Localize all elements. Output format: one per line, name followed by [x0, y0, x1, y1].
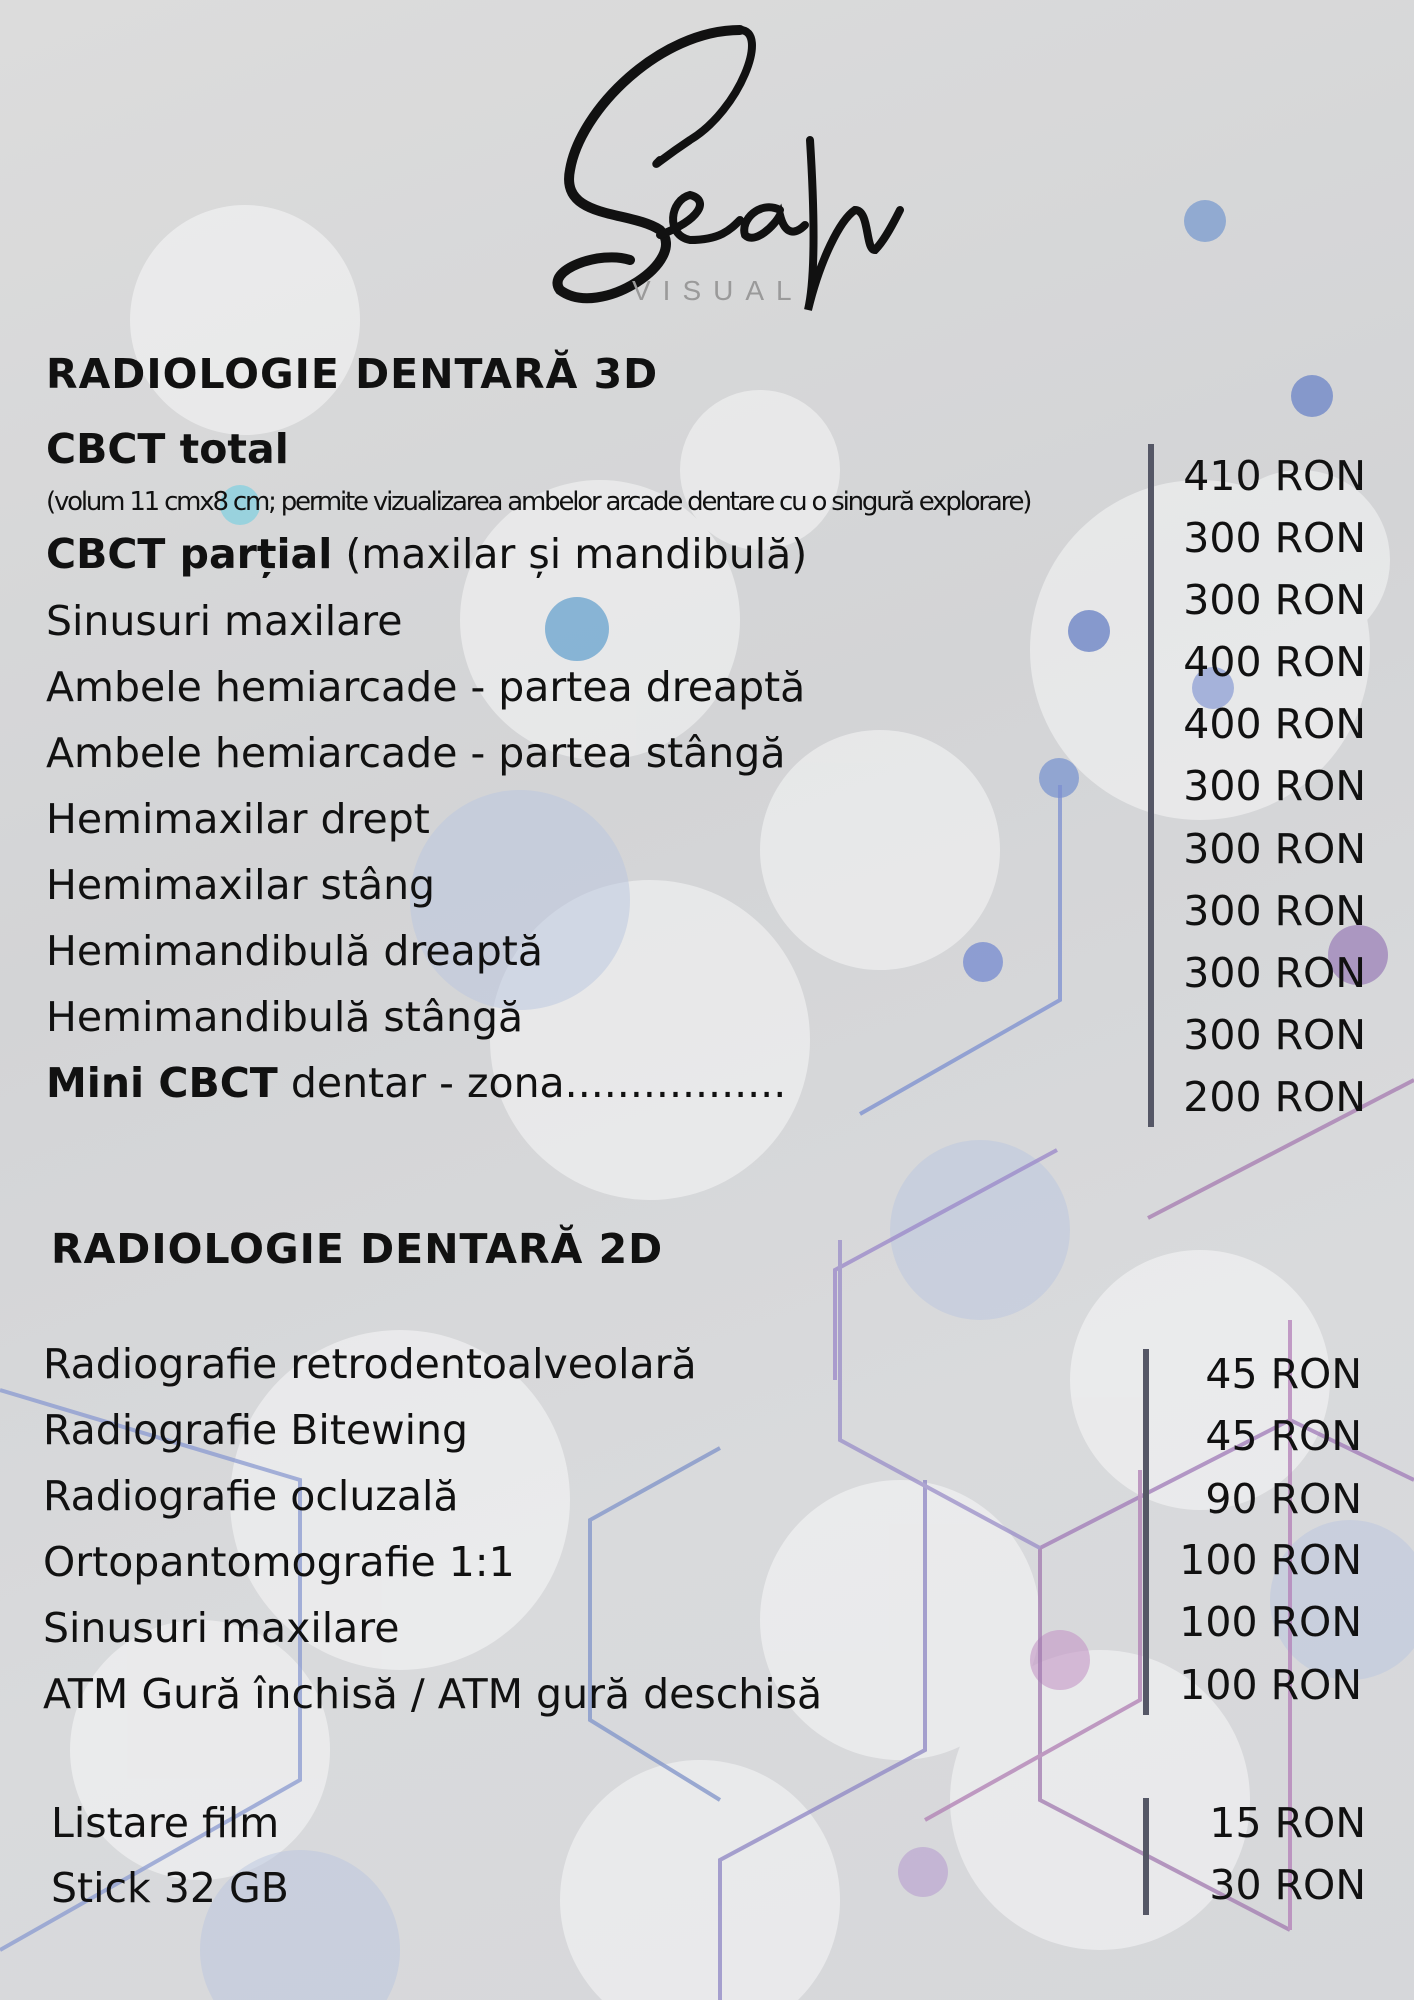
item-bold-label: CBCT parțial [46, 530, 333, 578]
price-item-label: Radiografie ocluzală [43, 1472, 459, 1520]
item-bold-label: CBCT total [46, 425, 289, 473]
price-value: 100 RON [1179, 1536, 1362, 1584]
price-value: 300 RON [1183, 514, 1366, 562]
price-value: 30 RON [1209, 1861, 1366, 1909]
price-value: 400 RON [1183, 700, 1366, 748]
price-value: 400 RON [1183, 638, 1366, 686]
price-value: 300 RON [1183, 887, 1366, 935]
item-label: (maxilar și mandibulă) [332, 530, 808, 578]
item-label: dentar - zona................. [277, 1059, 787, 1107]
price-item-label: CBCT total [46, 425, 289, 473]
price-value: 300 RON [1183, 825, 1366, 873]
logo-subtitle: VISUAL [632, 275, 804, 306]
price-value: 300 RON [1183, 949, 1366, 997]
price-item-label: Ortopantomografie 1:1 [43, 1538, 515, 1586]
section-3d-title: RADIOLOGIE DENTARĂ 3D [46, 350, 659, 398]
price-item-label: Hemimandibulă stângă [46, 993, 524, 1041]
price-item-label: Sinusuri maxilare [46, 597, 403, 645]
price-value: 45 RON [1205, 1412, 1362, 1460]
price-item-label: CBCT parțial (maxilar și mandibulă) [46, 530, 807, 578]
price-item-label: Ambele hemiarcade - partea stângă [46, 729, 786, 777]
price-item-label: Sinusuri maxilare [43, 1604, 400, 1652]
price-value: 300 RON [1183, 1011, 1366, 1059]
price-divider [1143, 1798, 1149, 1915]
price-value: 15 RON [1209, 1799, 1366, 1847]
price-item-label: Hemimandibulă dreaptă [46, 927, 543, 975]
logo-seah-visual [552, 25, 904, 311]
price-item-label: Radiografie Bitewing [43, 1406, 469, 1454]
price-item-label: Radiografie retrodentoalveolară [43, 1340, 697, 1388]
price-value: 90 RON [1205, 1475, 1362, 1523]
price-item-label: Mini CBCT dentar - zona................. [46, 1059, 786, 1107]
price-item-label: Ambele hemiarcade - partea dreaptă [46, 663, 806, 711]
price-item-label: ATM Gură închisă / ATM gură deschisă [43, 1670, 823, 1718]
section-2d-title: RADIOLOGIE DENTARĂ 2D [51, 1225, 664, 1273]
price-value: 300 RON [1183, 762, 1366, 810]
price-item-label: Hemimaxilar drept [46, 795, 430, 843]
price-value: 100 RON [1179, 1598, 1362, 1646]
price-item-note: (volum 11 cmx8 cm; permite vizualizarea … [46, 487, 1032, 517]
price-item-label: Listare film [51, 1799, 280, 1847]
price-divider [1143, 1349, 1149, 1715]
price-value: 45 RON [1205, 1350, 1362, 1398]
price-value: 410 RON [1183, 452, 1366, 500]
price-value: 100 RON [1179, 1661, 1362, 1709]
price-value: 200 RON [1183, 1073, 1366, 1121]
price-item-label: Stick 32 GB [51, 1864, 289, 1912]
price-item-label: Hemimaxilar stâng [46, 861, 436, 909]
item-bold-label: Mini CBCT [46, 1059, 278, 1107]
price-value: 300 RON [1183, 576, 1366, 624]
price-divider [1148, 444, 1154, 1127]
